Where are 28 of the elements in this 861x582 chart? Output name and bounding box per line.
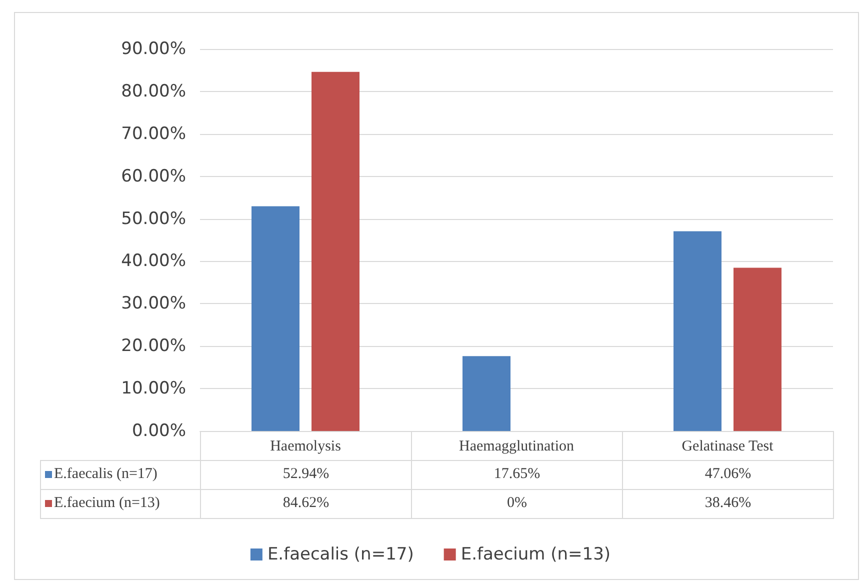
y-tick-label: 40.00% [121,251,186,272]
x-tick-label: Gelatinase Test [682,438,774,454]
text: E.faecium (n=13) [54,495,160,511]
y-tick-label: 90.00% [121,39,186,59]
bar [734,268,782,431]
data-label: 47.06% [622,460,834,489]
legend-label: E.faecium (n=13) [460,544,611,564]
x-tick-label: Haemolysis [270,438,342,454]
data-label: 84.62% [200,489,412,518]
bar [312,72,360,431]
y-tick-label: 20.00% [121,336,186,356]
text: E.faecalis (n=17) [267,544,414,564]
y-tick-label: 70.00% [121,124,186,144]
y-tick-label: 80.00% [121,81,186,102]
x-tick-label: Haemagglutination [459,438,574,454]
y-tick-label: 60.00% [121,166,186,186]
legend-label: E.faecalis (n=17) [40,460,200,489]
bar [462,356,510,431]
y-tick-label: 10.00% [121,378,186,399]
y-tick-label: 30.00% [121,294,186,314]
data-label: 0% [412,489,622,518]
data-label: 52.94% [200,460,412,489]
data-label: 38.46% [622,489,834,518]
data-label: 17.65% [412,460,622,489]
y-tick-label: 0.00% [132,421,186,441]
y-tick-label: 50.00% [121,208,186,229]
bar [252,206,300,431]
bar [674,231,722,431]
